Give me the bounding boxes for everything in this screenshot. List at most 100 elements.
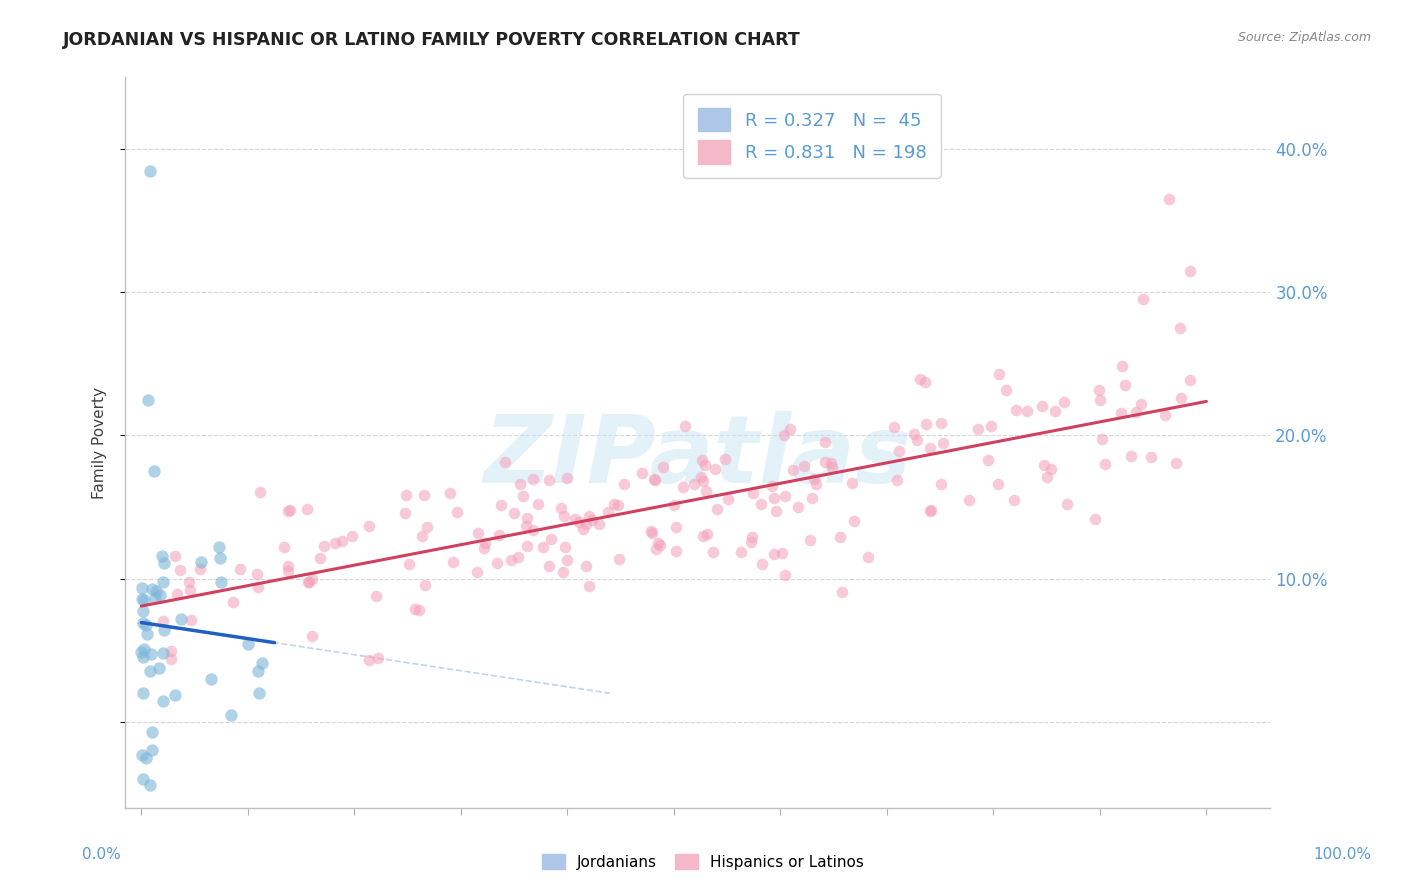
Point <box>564 512 586 526</box>
Point <box>773 567 796 582</box>
Point <box>987 368 1010 382</box>
Point <box>648 538 671 552</box>
Point <box>188 562 211 576</box>
Point <box>131 581 153 595</box>
Point <box>644 473 666 487</box>
Point <box>696 526 718 541</box>
Point <box>499 553 522 567</box>
Point <box>152 646 174 660</box>
Point <box>136 627 159 641</box>
Point <box>665 544 688 558</box>
Point <box>647 536 669 550</box>
Point <box>357 653 380 667</box>
Point <box>250 657 273 671</box>
Point <box>229 562 252 576</box>
Point <box>662 498 685 512</box>
Point <box>645 541 668 556</box>
Point <box>446 505 468 519</box>
Point <box>169 612 191 626</box>
Point <box>804 477 827 491</box>
Point <box>398 557 420 571</box>
Point <box>143 464 166 478</box>
Point <box>415 519 437 533</box>
Point <box>298 575 321 590</box>
Point <box>131 604 153 618</box>
Point <box>494 455 516 469</box>
Point <box>509 477 531 491</box>
Point <box>465 565 488 579</box>
Point <box>1032 458 1054 472</box>
Point <box>159 652 181 666</box>
Point <box>159 643 181 657</box>
Point <box>404 602 426 616</box>
Point <box>741 486 763 500</box>
Point <box>1140 450 1163 464</box>
Point <box>553 509 575 524</box>
Point <box>277 564 299 578</box>
Point <box>713 452 735 467</box>
Point <box>134 641 156 656</box>
Point <box>1039 462 1062 476</box>
Point <box>297 575 319 590</box>
Point <box>1130 397 1153 411</box>
Point <box>672 480 695 494</box>
Point <box>467 525 489 540</box>
Point <box>765 504 787 518</box>
Point <box>489 498 512 512</box>
Point <box>247 686 270 700</box>
Point <box>152 575 174 590</box>
Point <box>169 563 191 577</box>
Point <box>1053 395 1076 409</box>
Point <box>814 435 837 450</box>
Point <box>572 522 595 536</box>
Point <box>980 419 1002 434</box>
Point <box>145 584 167 599</box>
Point <box>531 540 554 554</box>
Point <box>149 589 172 603</box>
Point <box>485 556 508 570</box>
Point <box>1045 404 1067 418</box>
Point <box>441 555 464 569</box>
Text: Source: ZipAtlas.com: Source: ZipAtlas.com <box>1237 31 1371 45</box>
Point <box>957 492 980 507</box>
Point <box>693 458 716 472</box>
Point <box>139 664 162 678</box>
Point <box>706 502 728 516</box>
Point <box>413 488 436 502</box>
Point <box>209 550 232 565</box>
Point <box>814 455 837 469</box>
Point <box>152 624 174 638</box>
Point <box>131 592 153 607</box>
Point <box>761 479 783 493</box>
Point <box>512 489 534 503</box>
Point <box>886 473 908 487</box>
Point <box>516 539 538 553</box>
Point <box>177 575 200 590</box>
Point <box>179 582 201 597</box>
Point <box>1002 493 1025 508</box>
Point <box>749 497 772 511</box>
Point <box>831 585 853 599</box>
Point <box>1168 321 1191 335</box>
Point <box>763 491 786 505</box>
Point <box>1031 399 1053 413</box>
Point <box>1159 192 1181 206</box>
Point <box>651 460 673 475</box>
Point <box>920 503 942 517</box>
Legend: R = 0.327   N =  45, R = 0.831   N = 198: R = 0.327 N = 45, R = 0.831 N = 198 <box>683 94 941 178</box>
Point <box>166 587 188 601</box>
Point <box>987 477 1010 491</box>
Point <box>1178 373 1201 387</box>
Point <box>522 472 544 486</box>
Point <box>588 516 610 531</box>
Point <box>803 472 825 486</box>
Point <box>308 550 330 565</box>
Point <box>907 433 929 447</box>
Point <box>474 536 496 550</box>
Point <box>325 536 347 550</box>
Point <box>136 392 159 407</box>
Point <box>695 484 717 499</box>
Point <box>1125 405 1147 419</box>
Point <box>786 500 808 515</box>
Point <box>247 580 270 594</box>
